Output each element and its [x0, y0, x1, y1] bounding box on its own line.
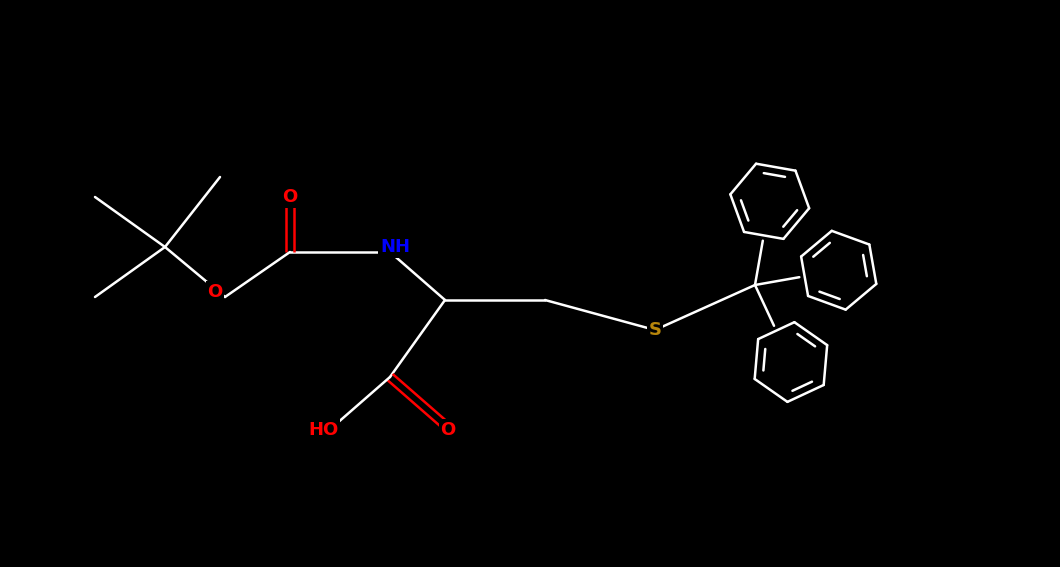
Text: O: O — [208, 283, 223, 301]
Text: O: O — [282, 188, 298, 206]
Text: HO: HO — [307, 421, 338, 439]
Text: O: O — [440, 421, 456, 439]
Text: S: S — [649, 321, 661, 339]
Text: NH: NH — [379, 238, 410, 256]
